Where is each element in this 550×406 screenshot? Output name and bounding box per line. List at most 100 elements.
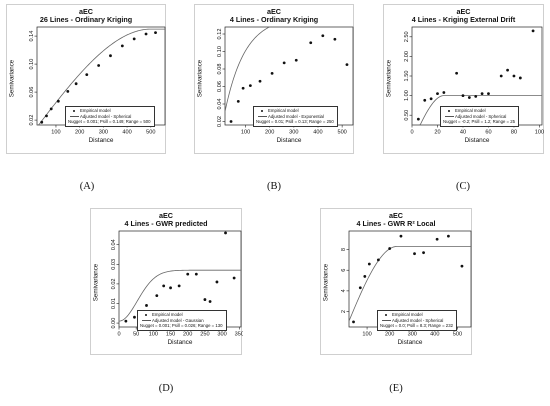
- x-tick-label: 400: [122, 130, 131, 136]
- chart-plot: 100 200 300 400 500 0.02 0.06 0.10 0.14: [29, 26, 166, 136]
- data-point: [49, 107, 53, 111]
- x-tick-label: 60: [485, 130, 491, 136]
- y-tick-label: 0.02: [111, 278, 117, 289]
- chart-subtitle: 4 Lines - Kriging External Drift: [411, 15, 516, 24]
- x-axis-label: Distance: [276, 137, 302, 144]
- data-point: [447, 234, 450, 238]
- y-tick-label: 0.06: [29, 87, 35, 98]
- y-tick-label: 0.12: [217, 29, 223, 40]
- x-axis-label: Distance: [167, 339, 193, 346]
- x-axis-label: Distance: [464, 137, 490, 144]
- legend: Empirical model Adjusted model - Gaussia…: [137, 310, 227, 331]
- x-tick-label: 350: [235, 332, 243, 338]
- y-tick-label: 0.14: [29, 31, 35, 42]
- data-point: [363, 275, 367, 278]
- data-point: [56, 99, 60, 103]
- chart-subtitle: 4 Lines - GWR predicted: [124, 219, 208, 228]
- data-point: [422, 251, 425, 255]
- data-point: [232, 276, 236, 280]
- x-tick-label: 300: [408, 332, 417, 338]
- x-tick-label: 400: [313, 130, 322, 136]
- data-point: [294, 58, 298, 62]
- y-tick-label: 1.00: [404, 90, 410, 101]
- data-point: [416, 117, 420, 121]
- chart-panel-e: aEC 4 Lines - GWR R² Local Semivariance …: [320, 208, 472, 355]
- data-point: [133, 315, 136, 319]
- caption-c: (C): [456, 181, 470, 192]
- y-tick-label: 0.00: [111, 318, 117, 329]
- y-tick-label: 0.08: [217, 64, 223, 75]
- y-tick-label: 0.50: [404, 110, 410, 121]
- chart-plot: 100 200 300 400 500 0.02 0.04 0.06 0.08 0.10 0.12: [217, 26, 354, 136]
- x-tick-label: 500: [146, 130, 155, 136]
- x-tick-label: 40: [460, 130, 466, 136]
- data-point: [66, 90, 70, 93]
- chart-title: aEC: [389, 211, 403, 220]
- y-tick-label: 0.06: [217, 81, 223, 92]
- data-point: [436, 92, 439, 96]
- legend: Empirical model Adjusted model - Spheric…: [377, 310, 457, 331]
- data-point: [258, 79, 262, 83]
- data-point: [358, 286, 362, 290]
- data-point: [144, 32, 148, 36]
- y-tick-label: 0.01: [111, 298, 117, 309]
- data-point: [367, 262, 371, 266]
- y-tick-label: 8: [341, 248, 347, 251]
- data-point: [45, 114, 48, 118]
- data-point: [145, 304, 148, 307]
- data-point: [506, 68, 509, 72]
- data-point: [352, 320, 355, 324]
- x-tick-label: 300: [99, 130, 108, 136]
- legend-params: Nugget = -0.2; Psill = 1.2; Range = 25: [443, 119, 516, 125]
- chart-title: aEC: [159, 211, 173, 220]
- data-point: [154, 31, 157, 34]
- data-point: [248, 84, 252, 88]
- data-point: [455, 71, 459, 75]
- chart-title: aEC: [79, 7, 93, 16]
- legend-empirical: Empirical model: [268, 108, 299, 113]
- chart-plot: 100 200 300 400 500 2 4 6 8: [341, 230, 472, 338]
- chart-plot: 0 20 40 60 80 100 0.50 1.00 1.50 2.00 2.50: [404, 26, 544, 136]
- x-tick-label: 300: [217, 332, 226, 338]
- chart-plot: 0 50 100 150 200 250 300 350 0.00 0.01 0.02 0.03 0.0…: [111, 230, 243, 338]
- legend-params: Nugget = 0.001; Psill = 0.026; Range = 1…: [140, 323, 223, 329]
- model-curve: [118, 269, 241, 322]
- legend-params: Nugget = 0.01; Psill = 0.13; Range = 250: [256, 119, 334, 125]
- model-curve: [224, 26, 353, 112]
- legend-params: Nugget = 0.0; Psill = 8.3; Range = 232: [380, 323, 453, 329]
- chart-title: aEC: [456, 7, 471, 16]
- chart-panel-d: aEC 4 Lines - GWR predicted Semivariance…: [90, 208, 243, 355]
- legend-adjusted: Adjusted model - Exponential: [268, 113, 324, 119]
- data-point: [388, 247, 392, 250]
- legend-adjusted: Adjusted model - Spherical: [392, 317, 444, 323]
- y-tick-label: 1.50: [404, 71, 410, 82]
- x-tick-label: 100: [241, 130, 250, 136]
- x-tick-label: 100: [362, 332, 371, 338]
- data-point: [487, 92, 490, 96]
- x-tick-label: 0: [410, 130, 413, 136]
- data-point: [467, 96, 471, 99]
- data-point: [499, 74, 503, 78]
- legend: Empirical model Adjusted model - Spheric…: [65, 106, 155, 127]
- data-point: [186, 272, 190, 276]
- y-tick-label: 4: [341, 289, 347, 292]
- y-tick-label: 0.02: [217, 116, 223, 127]
- data-point: [177, 284, 181, 288]
- data-point: [282, 61, 286, 65]
- data-point: [224, 231, 227, 235]
- chart-subtitle: 26 Lines - Ordinary Kriging: [39, 15, 133, 24]
- data-point: [345, 63, 349, 67]
- chart-subtitle: 4 Lines - Ordinary Kriging: [229, 15, 319, 24]
- data-point: [321, 34, 325, 38]
- data-point: [194, 272, 198, 276]
- data-point: [97, 64, 101, 67]
- x-tick-label: 200: [183, 332, 192, 338]
- x-tick-label: 500: [337, 130, 346, 136]
- data-point: [460, 264, 464, 268]
- legend-empirical: Empirical model: [392, 312, 423, 317]
- y-tick-label: 6: [341, 269, 347, 272]
- data-point: [169, 286, 172, 290]
- y-tick-label: 0.04: [111, 239, 117, 250]
- data-point: [474, 94, 478, 98]
- data-point: [429, 97, 433, 101]
